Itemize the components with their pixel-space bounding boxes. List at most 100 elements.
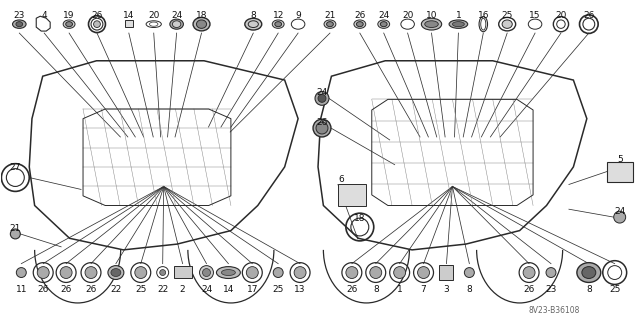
Ellipse shape: [246, 267, 259, 278]
Ellipse shape: [193, 18, 210, 31]
Ellipse shape: [316, 122, 328, 134]
Ellipse shape: [354, 20, 365, 28]
Ellipse shape: [66, 22, 72, 27]
Text: 25: 25: [273, 286, 284, 294]
Ellipse shape: [245, 18, 262, 30]
Text: 11: 11: [15, 286, 27, 294]
Text: 24: 24: [316, 88, 328, 98]
Text: 20: 20: [402, 11, 413, 20]
Text: 1: 1: [456, 11, 461, 20]
Ellipse shape: [275, 22, 282, 27]
Text: 13: 13: [294, 286, 306, 294]
Text: 26: 26: [92, 11, 102, 20]
Text: 6: 6: [338, 174, 344, 183]
Text: 21: 21: [324, 11, 335, 20]
Ellipse shape: [614, 211, 626, 223]
Ellipse shape: [502, 20, 512, 28]
Ellipse shape: [370, 267, 381, 278]
Ellipse shape: [202, 269, 211, 277]
Ellipse shape: [449, 20, 468, 28]
Ellipse shape: [108, 266, 124, 279]
Text: 26: 26: [583, 11, 595, 20]
Text: 8: 8: [586, 286, 592, 294]
Text: 26: 26: [524, 286, 535, 294]
Ellipse shape: [465, 268, 474, 278]
Text: 15: 15: [529, 11, 541, 20]
Text: 20: 20: [556, 11, 566, 20]
Text: 23: 23: [13, 11, 25, 20]
Text: 26: 26: [346, 286, 358, 294]
Text: 21: 21: [10, 224, 21, 233]
Ellipse shape: [421, 18, 442, 30]
Ellipse shape: [16, 22, 22, 27]
Text: 25: 25: [135, 286, 147, 294]
Text: 22: 22: [110, 286, 122, 294]
Ellipse shape: [160, 270, 166, 276]
Ellipse shape: [196, 20, 207, 28]
Text: 2: 2: [180, 286, 186, 294]
Ellipse shape: [523, 267, 535, 278]
Text: 24: 24: [201, 286, 212, 294]
Text: 19: 19: [63, 11, 75, 20]
Ellipse shape: [111, 269, 121, 277]
Text: 3: 3: [444, 286, 449, 294]
Ellipse shape: [315, 92, 329, 105]
Text: 8: 8: [467, 286, 472, 294]
Ellipse shape: [326, 22, 333, 27]
Text: 14: 14: [123, 11, 134, 20]
Ellipse shape: [378, 20, 390, 28]
Text: 4: 4: [42, 11, 47, 20]
Ellipse shape: [318, 94, 326, 102]
Text: 12: 12: [273, 11, 284, 20]
Text: 8: 8: [373, 286, 379, 294]
Text: 25: 25: [502, 11, 513, 20]
Ellipse shape: [577, 263, 601, 282]
Text: 17: 17: [246, 286, 258, 294]
Ellipse shape: [273, 268, 283, 278]
Text: 8V23-B36108: 8V23-B36108: [528, 306, 580, 315]
Ellipse shape: [172, 21, 181, 27]
Text: 1: 1: [397, 286, 403, 294]
Ellipse shape: [13, 20, 26, 28]
Text: 18: 18: [354, 214, 365, 223]
Text: 26: 26: [354, 11, 365, 20]
Ellipse shape: [394, 267, 406, 278]
Ellipse shape: [85, 267, 97, 278]
Ellipse shape: [63, 20, 75, 28]
Ellipse shape: [60, 267, 72, 278]
Ellipse shape: [417, 267, 429, 278]
Text: 27: 27: [10, 163, 21, 172]
Text: 16: 16: [477, 11, 489, 20]
Text: 8: 8: [250, 11, 256, 20]
FancyBboxPatch shape: [338, 184, 366, 206]
Text: 26: 26: [85, 286, 97, 294]
Ellipse shape: [313, 119, 331, 137]
Text: 25: 25: [609, 286, 620, 294]
Ellipse shape: [425, 21, 438, 27]
Ellipse shape: [17, 268, 26, 278]
Ellipse shape: [324, 20, 336, 28]
Ellipse shape: [272, 20, 284, 28]
FancyBboxPatch shape: [440, 265, 453, 280]
Ellipse shape: [346, 267, 358, 278]
FancyBboxPatch shape: [125, 20, 133, 27]
Text: 26: 26: [60, 286, 72, 294]
Ellipse shape: [135, 267, 147, 278]
Ellipse shape: [452, 22, 465, 27]
FancyBboxPatch shape: [173, 266, 191, 278]
Ellipse shape: [294, 267, 306, 278]
Ellipse shape: [93, 21, 100, 27]
Ellipse shape: [380, 22, 387, 27]
Text: 5: 5: [617, 155, 623, 164]
Ellipse shape: [37, 267, 49, 278]
Ellipse shape: [356, 22, 364, 27]
Ellipse shape: [10, 229, 20, 239]
Text: 10: 10: [426, 11, 437, 20]
Text: 24: 24: [614, 207, 625, 216]
Text: 9: 9: [295, 11, 301, 20]
Text: 20: 20: [148, 11, 159, 20]
Text: 7: 7: [420, 286, 426, 294]
Text: 18: 18: [196, 11, 207, 20]
FancyBboxPatch shape: [607, 162, 632, 182]
Ellipse shape: [170, 19, 184, 29]
